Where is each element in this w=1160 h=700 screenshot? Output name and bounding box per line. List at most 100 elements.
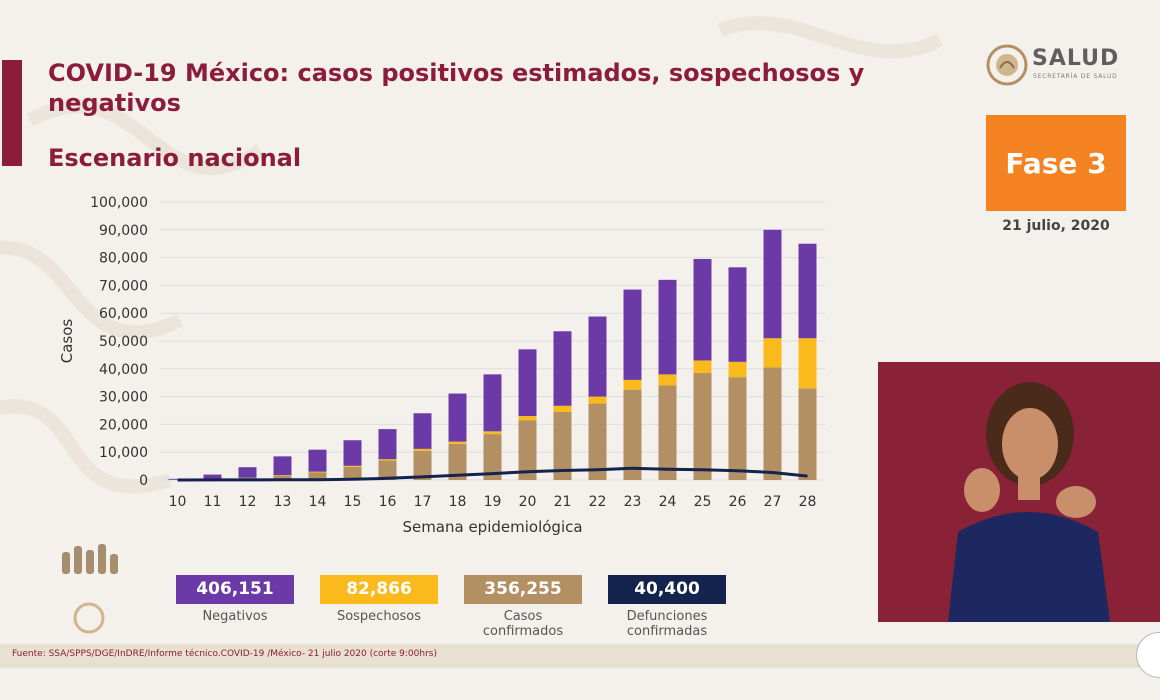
bar-segment — [273, 475, 292, 480]
stat-label: Casos confirmados — [482, 609, 564, 639]
y-axis-label: Casos — [58, 319, 76, 364]
y-tick-label: 60,000 — [99, 306, 148, 322]
bar-segment — [203, 474, 222, 480]
x-tick-label: 21 — [554, 494, 572, 510]
y-tick-label: 70,000 — [99, 278, 148, 294]
decorative-ornament-icon — [62, 544, 118, 634]
bar-segment — [413, 448, 432, 451]
bar-segment — [623, 289, 642, 380]
x-tick-label: 17 — [414, 494, 432, 510]
bar-segment — [413, 450, 432, 480]
stat-label: Sospechosos — [336, 609, 422, 624]
stat-value: 40,400 — [608, 575, 726, 604]
bar-segment — [623, 379, 642, 390]
bar-segment — [658, 374, 677, 386]
x-tick-label: 11 — [204, 494, 222, 510]
bar-segment — [308, 472, 327, 480]
bar-segment — [483, 431, 502, 435]
x-tick-label: 16 — [379, 494, 397, 510]
accent-bar — [2, 60, 22, 166]
x-tick-label: 20 — [519, 494, 537, 510]
bar-segment — [518, 349, 537, 417]
x-tick-label: 26 — [729, 494, 747, 510]
bar-segment — [693, 372, 712, 480]
bar-segment — [483, 374, 502, 432]
bar-segment — [588, 396, 607, 404]
footer-bar: Fuente: SSA/SPPS/DGE/InDRE/Informe técni… — [0, 644, 1160, 668]
bar-segment — [553, 405, 572, 412]
bar-segment — [798, 338, 817, 389]
bar-segment — [343, 466, 362, 480]
page-title: COVID-19 México: casos positivos estimad… — [48, 59, 865, 117]
x-tick-label: 27 — [764, 494, 782, 510]
bar-segment — [483, 434, 502, 480]
x-tick-label: 14 — [309, 494, 327, 510]
bar-segment — [553, 411, 572, 480]
x-axis-label: Semana epidemiológica — [402, 518, 582, 536]
y-tick-label: 100,000 — [90, 195, 148, 211]
bar-segment — [658, 279, 677, 375]
bar-segment — [693, 360, 712, 373]
x-tick-label: 18 — [449, 494, 467, 510]
y-tick-label: 50,000 — [99, 334, 148, 350]
bar-segment — [308, 471, 327, 473]
bar-segment — [728, 377, 747, 480]
bar-segment — [798, 243, 817, 339]
bar-segment — [518, 416, 537, 421]
bar-segment — [448, 443, 467, 480]
bar-segment — [238, 467, 257, 478]
logo-tagline: SECRETARÍA DE SALUD — [1033, 73, 1118, 80]
page-subtitle: Escenario nacional — [48, 144, 302, 172]
y-tick-label: 30,000 — [99, 390, 148, 406]
bar-segment — [378, 429, 397, 460]
stat-label: Negativos — [202, 609, 268, 624]
report-date: 21 julio, 2020 — [1002, 218, 1110, 234]
y-tick-label: 40,000 — [99, 362, 148, 378]
bar-segment — [413, 413, 432, 449]
bar-segment — [588, 403, 607, 480]
bar-segment — [273, 474, 292, 476]
deaths-line — [177, 466, 808, 482]
bar-segment — [343, 465, 362, 467]
stat-negativos: 406,151 Negativos — [176, 575, 294, 624]
x-tick-label: 19 — [484, 494, 502, 510]
source-note: Fuente: SSA/SPPS/DGE/InDRE/Informe técni… — [12, 649, 437, 659]
logo-name: SALUD — [1032, 46, 1120, 71]
stat-sospechosos: 82,866 Sospechosos — [320, 575, 438, 624]
x-tick-label: 10 — [169, 494, 187, 510]
phase-badge: Fase 3 — [986, 115, 1126, 211]
sign-language-interpreter-video — [878, 362, 1160, 622]
bar-segment — [728, 361, 747, 378]
salud-logo: SALUD SECRETARÍA DE SALUD — [986, 42, 1136, 88]
stat-value: 82,866 — [320, 575, 438, 604]
x-tick-label: 25 — [694, 494, 712, 510]
y-tick-label: 90,000 — [99, 223, 148, 239]
y-tick-label: 10,000 — [99, 445, 148, 461]
bar-segment — [518, 420, 537, 480]
bar-segment — [588, 316, 607, 397]
bar-segment — [378, 459, 397, 461]
interpreter-figure-icon — [878, 362, 1160, 622]
national-seal-icon — [986, 44, 1028, 86]
bar-segment — [763, 229, 782, 339]
bar-segment — [448, 441, 467, 444]
x-tick-label: 22 — [589, 494, 607, 510]
x-tick-label: 12 — [239, 494, 257, 510]
stacked-bar-chart: 0 10,000 20,000 30,000 40,000 50,000 60,000 70,… — [58, 195, 825, 536]
y-tick-label: 20,000 — [99, 417, 148, 433]
bar-segment — [378, 460, 397, 480]
bar-segment — [448, 393, 467, 442]
stat-value: 356,255 — [464, 575, 582, 604]
bar-segment — [693, 258, 712, 361]
y-tick-label: 80,000 — [99, 251, 148, 267]
x-tick-label: 15 — [344, 494, 362, 510]
x-tick-label: 13 — [274, 494, 292, 510]
bar-segment — [798, 388, 817, 480]
y-tick-label: 0 — [139, 473, 148, 489]
x-tick-label: 24 — [659, 494, 677, 510]
bar-segment — [273, 456, 292, 475]
bar-segment — [728, 267, 747, 362]
stat-defunciones-confirmadas: 40,400 Defunciones confirmadas — [608, 575, 726, 639]
bar-segment — [763, 338, 782, 368]
stat-value: 406,151 — [176, 575, 294, 604]
